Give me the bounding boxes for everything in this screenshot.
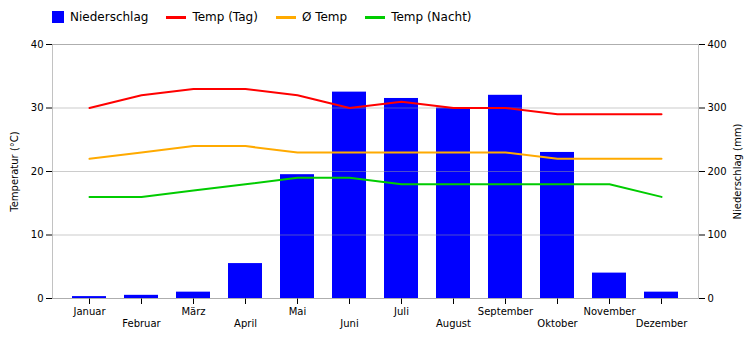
svg-text:400: 400 [708, 39, 727, 50]
html-text:Temp (Tag): Temp (Tag) [192, 10, 258, 24]
svg-text:Niederschlag (mm): Niederschlag (mm) [732, 124, 743, 220]
svg-text:Januar: Januar [73, 306, 107, 317]
svg-text:0: 0 [37, 293, 43, 304]
svg-text:April: April [234, 318, 257, 329]
svg-text:August: August [436, 318, 471, 329]
svg-text:300: 300 [708, 102, 727, 113]
svg-text:200: 200 [708, 166, 727, 177]
svg-text:September: September [478, 306, 534, 317]
html-text:Ø Temp: Ø Temp [301, 10, 348, 24]
svg-text:November: November [583, 306, 636, 317]
svg-text:0: 0 [708, 293, 714, 304]
svg-text:März: März [181, 306, 205, 317]
svg-text:Juni: Juni [339, 318, 358, 329]
svg-text:40: 40 [31, 39, 44, 50]
svg-text:10: 10 [31, 229, 44, 240]
svg-text:Oktober: Oktober [537, 318, 578, 329]
svg-text:100: 100 [708, 229, 727, 240]
svg-text:Temperatur (°C): Temperatur (°C) [9, 131, 20, 212]
svg-text:20: 20 [31, 166, 44, 177]
svg-text:Februar: Februar [122, 318, 161, 329]
html-text:Niederschlag: Niederschlag [70, 10, 149, 24]
svg-text:Mai: Mai [289, 306, 307, 317]
html-text:Temp (Nacht): Temp (Nacht) [391, 10, 472, 24]
svg-text:30: 30 [31, 102, 44, 113]
svg-text:Juli: Juli [393, 306, 409, 317]
svg-text:Dezember: Dezember [636, 318, 688, 329]
